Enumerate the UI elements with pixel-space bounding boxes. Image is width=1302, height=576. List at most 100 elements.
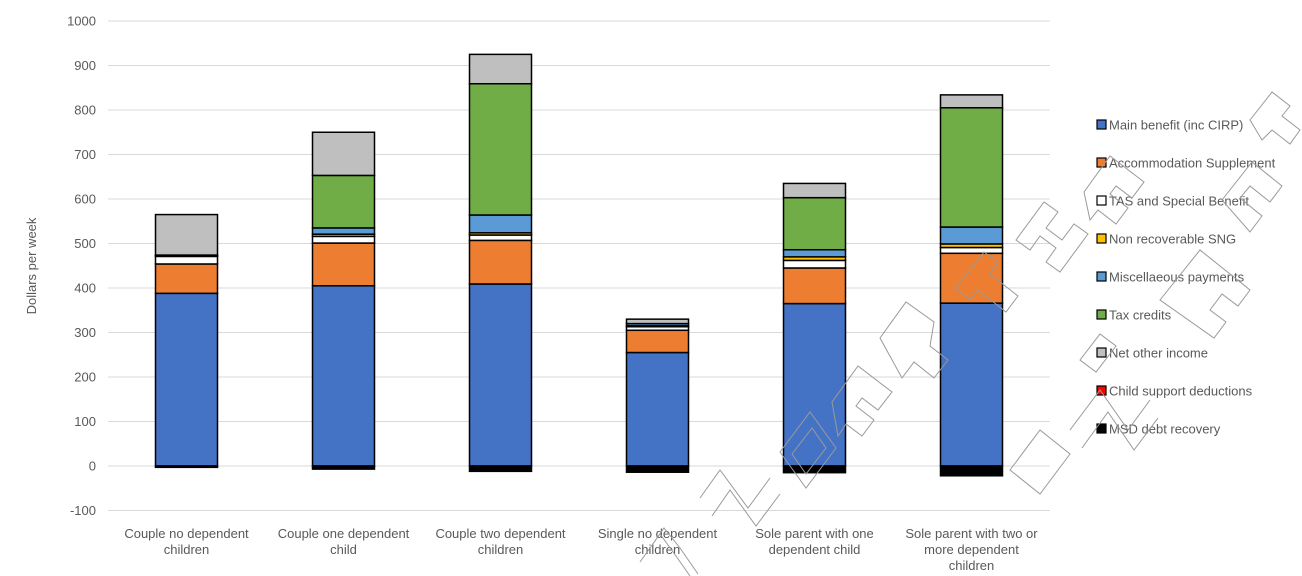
watermark-letter-c [1221, 161, 1283, 233]
legend-label: TAS and Special Benefit [1109, 194, 1249, 209]
bar-segment [939, 302, 1004, 467]
x-category-label-line: dependent child [769, 542, 861, 557]
watermark-letter-a [1159, 249, 1251, 339]
bar-segment [468, 283, 533, 467]
bar-segment [782, 465, 847, 474]
bar-segment [154, 213, 219, 256]
x-category-label: Couple two dependent children [435, 526, 565, 557]
y-tick-label: 0 [89, 459, 96, 474]
legend-swatch [1096, 157, 1107, 168]
watermark-letter-e [831, 365, 893, 438]
y-axis-title: Dollars per week [24, 217, 39, 314]
bar-segment [625, 318, 690, 325]
bar-segment [311, 242, 376, 287]
legend-label: Non recoverable SNG [1109, 232, 1236, 247]
bar-segment [311, 174, 376, 229]
x-category-label-line: Couple one dependent [278, 526, 410, 541]
legend-swatch [1096, 347, 1107, 358]
bar-segment [154, 263, 219, 295]
bar-segment [311, 131, 376, 177]
watermark-letter-h [1015, 201, 1089, 273]
y-tick-label: 900 [74, 58, 96, 73]
legend-label: Miscellaeous payments [1109, 270, 1245, 285]
bar-segment [782, 267, 847, 305]
x-category-label-line: Couple two dependent [435, 526, 565, 541]
legend-swatch [1096, 423, 1107, 434]
x-category-label-line: children [164, 542, 210, 557]
y-tick-label: 800 [74, 103, 96, 118]
bar-segment [782, 196, 847, 251]
y-tick-label: 200 [74, 370, 96, 385]
bar-segment [154, 465, 219, 469]
watermark-letter-t2 [1249, 91, 1301, 145]
bar-segment [468, 234, 533, 242]
y-axis-tick-labels: -100 0 100 200 300 400 500 600 700 800 900 1000 [67, 14, 96, 519]
x-category-label-line: Single no dependent [598, 526, 718, 541]
watermark [639, 91, 1301, 576]
bar-segment [782, 302, 847, 467]
watermark-letter-e2 [1083, 155, 1145, 225]
watermark-letter-t [955, 251, 1019, 313]
y-tick-label: 300 [74, 325, 96, 340]
bar-segment [625, 465, 690, 473]
y-tick-label: 700 [74, 147, 96, 162]
x-category-label: Single no dependent children [598, 526, 718, 557]
legend: Main benefit (inc CIRP) Accommodation Sup… [1096, 118, 1276, 437]
x-category-label: Sole parent with two or more dependent chi… [905, 526, 1038, 573]
bar-segment [154, 255, 219, 265]
bar-segment [311, 465, 376, 470]
bar-segment [311, 227, 376, 235]
watermark-letter-d [779, 411, 837, 489]
watermark-letter-n2 [1069, 389, 1159, 451]
y-tick-label: -100 [70, 503, 96, 518]
bar-segment [468, 214, 533, 234]
bar-segment [939, 252, 1004, 304]
y-tick-label: 600 [74, 192, 96, 207]
watermark-letter-u [639, 527, 699, 576]
bar-segment [939, 246, 1004, 255]
y-tick-label: 1000 [67, 14, 96, 29]
legend-swatch [1096, 233, 1107, 244]
x-category-label-line: child [330, 542, 357, 557]
x-category-label: Sole parent with one dependent child [755, 526, 874, 557]
x-category-label-line: Couple no dependent [124, 526, 249, 541]
bar-segment [468, 239, 533, 285]
legend-label: MSD debt recovery [1109, 422, 1221, 437]
bar-segment [939, 465, 1004, 477]
bar-segment [939, 107, 1004, 228]
bar-segment [468, 465, 533, 473]
bar-segments [154, 53, 1004, 477]
x-category-label-line: Sole parent with one [755, 526, 874, 541]
x-category-label-line: children [635, 542, 681, 557]
legend-label: Main benefit (inc CIRP) [1109, 118, 1243, 133]
bar-segment [939, 226, 1004, 245]
x-category-label-line: more dependent [924, 542, 1019, 557]
bar-segment [782, 248, 847, 258]
legend-swatch [1096, 385, 1107, 396]
legend-swatch [1096, 195, 1107, 206]
bar-segment [311, 285, 376, 467]
legend-label: Child support deductions [1109, 384, 1253, 399]
x-category-label-line: children [478, 542, 524, 557]
watermark-stroke [1079, 333, 1117, 373]
watermark-letter-o [1009, 429, 1071, 495]
legend-label: Net other income [1109, 346, 1208, 361]
legend-label: Tax credits [1109, 308, 1172, 323]
y-tick-label: 100 [74, 414, 96, 429]
bar-segment [154, 292, 219, 467]
bar-segment [782, 182, 847, 199]
bar-segment [782, 259, 847, 269]
x-category-label-line: children [949, 558, 995, 573]
y-tick-label: 500 [74, 236, 96, 251]
bar-segment [311, 235, 376, 244]
x-category-label: Couple no dependent children [124, 526, 249, 557]
watermark-letter-n [699, 469, 781, 527]
legend-swatch [1096, 271, 1107, 282]
x-category-label-line: Sole parent with two or [905, 526, 1038, 541]
legend-label: Accommodation Supplement [1109, 156, 1276, 171]
watermark-letter-r [879, 301, 949, 379]
legend-swatch [1096, 309, 1107, 320]
gridlines [108, 20, 1050, 511]
